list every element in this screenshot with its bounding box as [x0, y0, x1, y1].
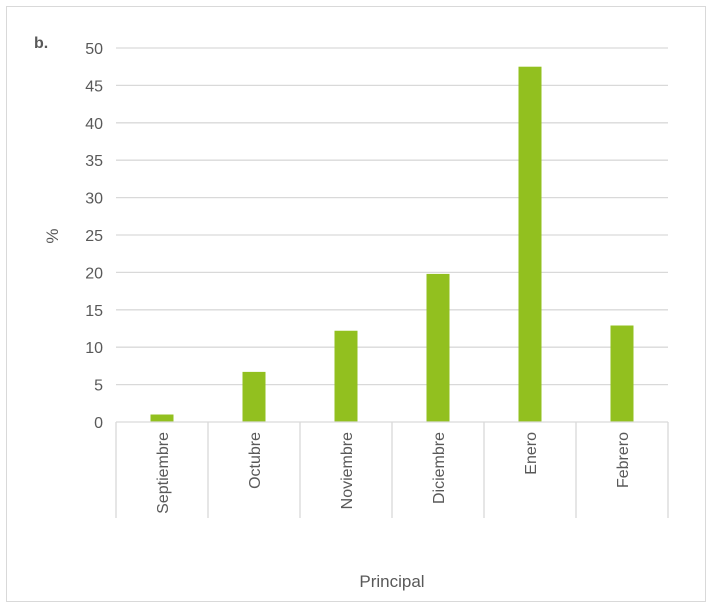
gridlines — [116, 47, 668, 386]
x-axis — [115, 421, 669, 518]
x-tick-label: Febrero — [615, 432, 632, 488]
x-tick-label: Enero — [523, 432, 540, 475]
x-tick-label: Septiembre — [155, 432, 172, 514]
x-tick-label: Octubre — [247, 432, 264, 489]
bar-noviembre — [334, 330, 358, 422]
y-tick-label: 45 — [85, 78, 103, 95]
y-axis-title: % — [43, 228, 62, 243]
bars — [150, 66, 634, 422]
y-tick-label: 5 — [94, 378, 103, 395]
y-tick-label: 25 — [85, 228, 103, 245]
x-tick-label: Diciembre — [431, 432, 448, 504]
bar-septiembre — [150, 414, 174, 422]
y-tick-label: 15 — [85, 303, 103, 320]
x-tick-label: Noviembre — [339, 432, 356, 509]
chart-frame — [6, 6, 706, 602]
y-tick-label: 20 — [85, 265, 103, 282]
panel-label: b. — [34, 35, 48, 52]
y-tick-label: 30 — [85, 191, 103, 208]
bar-octubre — [242, 371, 266, 422]
y-tick-label: 40 — [85, 116, 103, 133]
y-tick-labels: 0 5 10 15 20 25 30 35 40 45 50 — [85, 41, 103, 432]
y-tick-label: 50 — [85, 41, 103, 58]
y-tick-label: 35 — [85, 153, 103, 170]
bar-febrero — [610, 325, 634, 422]
y-tick-label: 0 — [94, 415, 103, 432]
x-tick-labels: Septiembre Octubre Noviembre Diciembre Enero… — [155, 432, 632, 514]
x-axis-title: Principal — [359, 572, 424, 591]
y-tick-label: 10 — [85, 340, 103, 357]
bar-diciembre — [426, 273, 450, 422]
bar-enero — [518, 66, 542, 422]
